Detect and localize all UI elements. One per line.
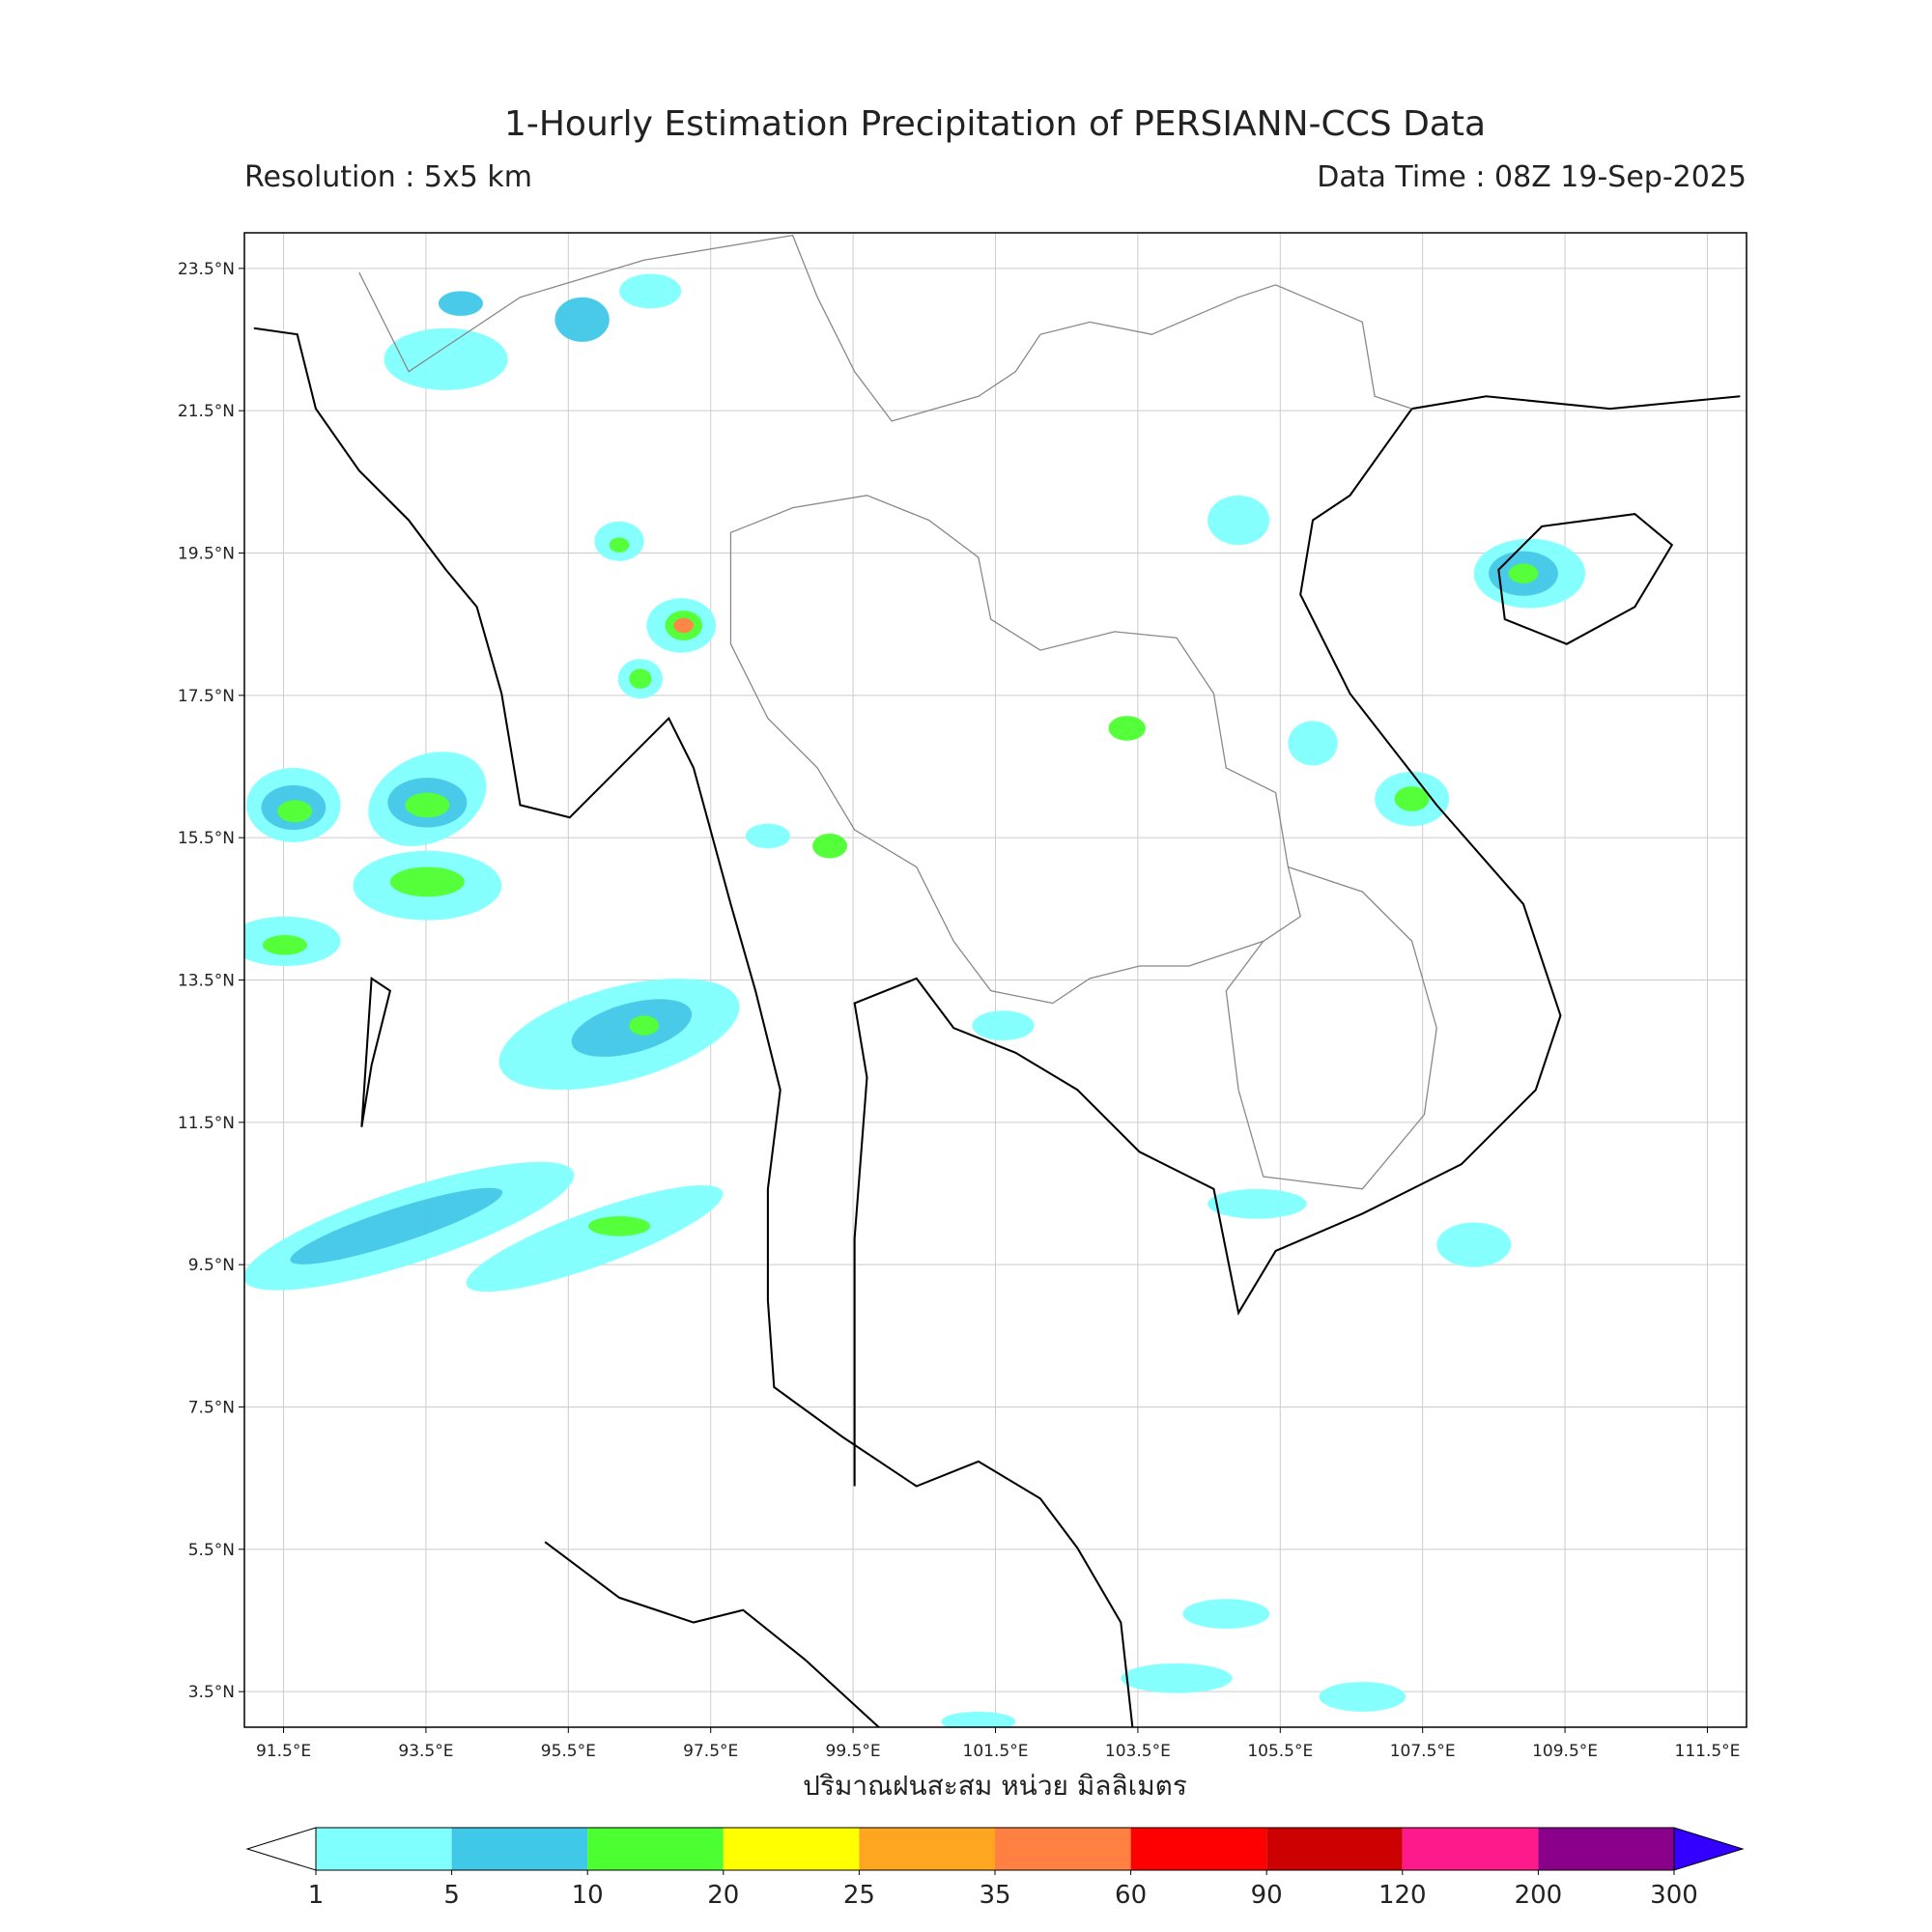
colorbar: 1 5 10 20 25 35 60 90 120 200 300 bbox=[245, 1827, 1745, 1910]
colorbar-tick-label: 90 bbox=[1251, 1881, 1283, 1910]
colorbar-label: ปริมาณฝนสะสม หน่วย มิลลิเมตร bbox=[803, 1770, 1187, 1802]
colorbar-box bbox=[451, 1828, 588, 1870]
colorbar-tick-label: 20 bbox=[707, 1881, 739, 1910]
colorbar-over bbox=[1673, 1827, 1745, 1871]
colorbar-box bbox=[587, 1828, 724, 1870]
colorbar-box bbox=[859, 1828, 995, 1870]
colorbar-box bbox=[1130, 1828, 1267, 1870]
title: 1-Hourly Estimation Precipitation of PER… bbox=[504, 104, 1486, 144]
colorbar-tick-label: 200 bbox=[1515, 1881, 1563, 1910]
lat-tick-label: 11.5°N bbox=[178, 1114, 235, 1133]
lon-tick-label: 111.5°E bbox=[1675, 1742, 1741, 1761]
colorbar-tick-label: 25 bbox=[843, 1881, 875, 1910]
lat-tick-label: 7.5°N bbox=[188, 1399, 235, 1418]
subtitle-left: Resolution : 5x5 km bbox=[244, 160, 532, 194]
colorbar-box bbox=[316, 1828, 452, 1870]
lat-tick-label: 13.5°N bbox=[178, 972, 235, 991]
grid bbox=[244, 233, 1747, 1727]
lat-tick-label: 23.5°N bbox=[178, 260, 235, 279]
lon-tick-label: 101.5°E bbox=[963, 1742, 1029, 1761]
colorbar-box bbox=[1538, 1828, 1674, 1870]
lat-tick-label: 21.5°N bbox=[178, 402, 235, 421]
ticks: 91.5°E 93.5°E 95.5°E 97.5°E 99.5°E 101.5°E 103… bbox=[178, 260, 1741, 1761]
colorbar-box bbox=[723, 1828, 860, 1870]
lon-tick-label: 105.5°E bbox=[1247, 1742, 1313, 1761]
colorbar-tick-label: 120 bbox=[1378, 1881, 1427, 1910]
colorbar-tick-label: 5 bbox=[443, 1881, 460, 1910]
lon-tick-label: 97.5°E bbox=[683, 1742, 738, 1761]
lat-tick-label: 15.5°N bbox=[178, 829, 235, 848]
colorbar-tick-label: 1 bbox=[308, 1881, 325, 1910]
colorbar-box bbox=[1266, 1828, 1403, 1870]
lat-tick-label: 17.5°N bbox=[178, 687, 235, 706]
colorbar-under bbox=[245, 1827, 317, 1871]
lat-tick-label: 9.5°N bbox=[188, 1256, 235, 1275]
map-body bbox=[244, 234, 1741, 1727]
colorbar-box bbox=[1402, 1828, 1539, 1870]
lon-tick-label: 109.5°E bbox=[1532, 1742, 1598, 1761]
lon-tick-label: 107.5°E bbox=[1390, 1742, 1456, 1761]
lon-tick-label: 99.5°E bbox=[826, 1742, 881, 1761]
colorbar-tick-label: 60 bbox=[1115, 1881, 1147, 1910]
lon-tick-label: 91.5°E bbox=[256, 1742, 311, 1761]
lat-tick-label: 19.5°N bbox=[178, 545, 235, 564]
lat-tick-label: 3.5°N bbox=[188, 1683, 235, 1702]
subtitle-right: Data Time : 08Z 19-Sep-2025 bbox=[1317, 160, 1747, 194]
lon-tick-label: 93.5°E bbox=[398, 1742, 453, 1761]
colorbar-tick-label: 10 bbox=[572, 1881, 604, 1910]
lat-tick-label: 5.5°N bbox=[188, 1541, 235, 1560]
colorbar-tick-label: 35 bbox=[979, 1881, 1010, 1910]
colorbar-box bbox=[995, 1828, 1131, 1870]
lon-tick-label: 103.5°E bbox=[1105, 1742, 1171, 1761]
colorbar-tick-label: 300 bbox=[1650, 1881, 1698, 1910]
coastlines bbox=[253, 234, 1741, 1727]
precipitation bbox=[244, 273, 1586, 1727]
lon-tick-label: 95.5°E bbox=[541, 1742, 596, 1761]
